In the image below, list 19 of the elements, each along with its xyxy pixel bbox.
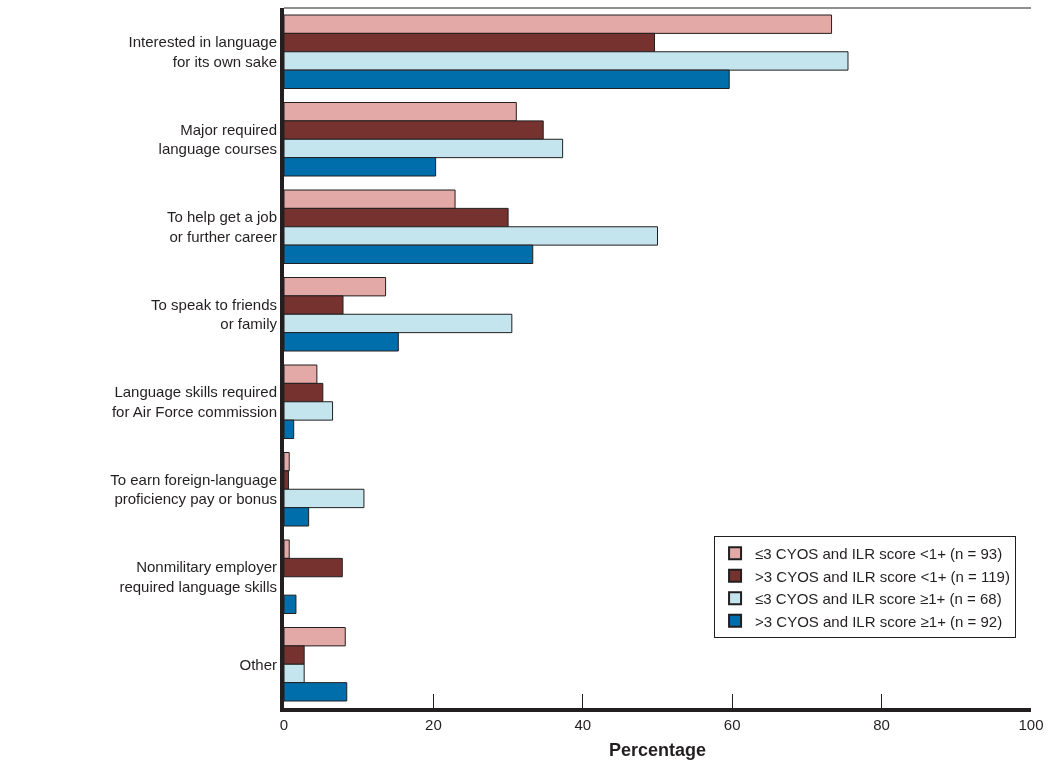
y-tick-label: Nonmilitary employer required language skills	[119, 558, 277, 595]
x-axis-title: Percentage	[608, 739, 707, 760]
x-tick-label: 20	[425, 716, 442, 733]
x-tick-label: 80	[873, 716, 890, 733]
y-tick-label: Major required language courses	[158, 120, 277, 158]
y-tick-label: To earn foreign-language proficiency pay or bonus	[110, 470, 277, 508]
legend-label: ≤3 CYOS and ILR score <1+ (n = 93)	[755, 545, 1003, 563]
legend-label: >3 CYOS and ILR score <1+ (n = 119)	[755, 567, 1010, 585]
x-tick-label: 40	[574, 716, 592, 733]
x-tick-label: 100	[1018, 716, 1044, 733]
y-tick-label: Interested in language for its own sake	[128, 33, 277, 70]
y-tick-label: To help get a job or further career	[166, 208, 277, 245]
y-tick-label: Other	[239, 655, 277, 673]
x-tick-label: 60	[723, 716, 741, 733]
y-tick-label: To speak to friends or family	[151, 295, 278, 333]
legend-label: >3 CYOS and ILR score ≥1+ (n = 92)	[755, 612, 1003, 630]
x-tick-label: 0	[279, 716, 289, 733]
legend-label: ≤3 CYOS and ILR score ≥1+ (n = 68)	[755, 590, 1002, 608]
y-tick-label: Language skills required for Air Force commission	[111, 383, 277, 420]
